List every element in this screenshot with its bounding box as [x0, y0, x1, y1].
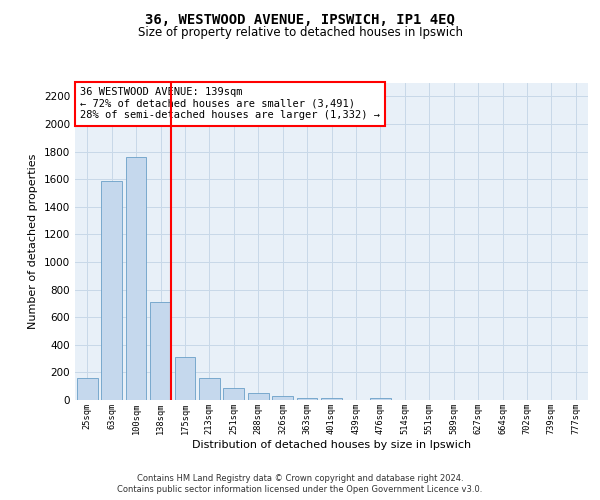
Bar — [101, 181, 122, 400]
Bar — [321, 398, 342, 400]
Bar — [77, 378, 98, 400]
Bar — [125, 157, 146, 400]
Bar — [272, 396, 293, 400]
Text: Size of property relative to detached houses in Ipswich: Size of property relative to detached ho… — [137, 26, 463, 39]
Bar — [248, 393, 269, 400]
Bar — [175, 356, 196, 400]
Text: Contains HM Land Registry data © Crown copyright and database right 2024.
Contai: Contains HM Land Registry data © Crown c… — [118, 474, 482, 494]
Bar — [199, 378, 220, 400]
Bar — [223, 388, 244, 400]
X-axis label: Distribution of detached houses by size in Ipswich: Distribution of detached houses by size … — [192, 440, 471, 450]
Y-axis label: Number of detached properties: Number of detached properties — [28, 154, 38, 329]
Bar — [150, 302, 171, 400]
Text: 36 WESTWOOD AVENUE: 139sqm
← 72% of detached houses are smaller (3,491)
28% of s: 36 WESTWOOD AVENUE: 139sqm ← 72% of deta… — [80, 88, 380, 120]
Bar — [296, 398, 317, 400]
Bar — [370, 398, 391, 400]
Text: 36, WESTWOOD AVENUE, IPSWICH, IP1 4EQ: 36, WESTWOOD AVENUE, IPSWICH, IP1 4EQ — [145, 12, 455, 26]
